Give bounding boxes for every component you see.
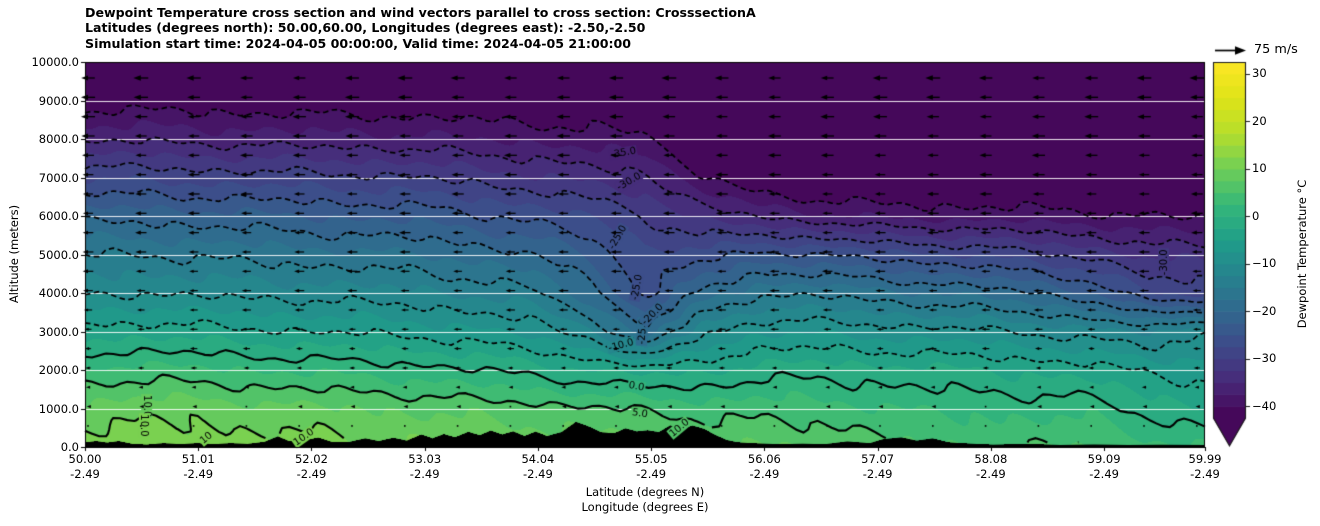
chart-title-line2: Latitudes (degrees north): 50.00,60.00, … xyxy=(85,20,646,36)
x-tick-longitude: -2.49 xyxy=(1089,467,1119,481)
colorbar-tick-label: −30 xyxy=(1252,351,1277,366)
y-tick-label: 10000.0 xyxy=(31,55,79,69)
x-tick-latitude: 57.07 xyxy=(861,452,895,466)
chart-title: Dewpoint Temperature cross section and w… xyxy=(85,5,756,51)
x-tick-label: 53.03 -2.49 xyxy=(377,452,473,482)
colorbar-tick-label: 20 xyxy=(1252,113,1267,128)
y-tick-label: 7000.0 xyxy=(38,170,79,185)
chart-title-line1: Dewpoint Temperature cross section and w… xyxy=(85,5,756,20)
x-tick-label: 50.00 -2.49 xyxy=(37,452,133,482)
x-axis-label-latitude: Latitude (degrees N) xyxy=(585,485,705,499)
y-tick-label: 0.0 xyxy=(60,440,79,454)
x-tick-latitude: 51.01 xyxy=(181,452,215,466)
x-tick-latitude: 59.09 xyxy=(1087,452,1121,466)
x-tick-longitude: -2.49 xyxy=(1190,467,1220,481)
x-tick-longitude: -2.49 xyxy=(296,467,327,481)
y-tick-label: 1000.0 xyxy=(38,401,79,416)
colorbar-tick-label: −20 xyxy=(1252,303,1277,318)
x-tick-label: 59.09 -2.49 xyxy=(1056,452,1152,482)
x-tick-longitude: -2.49 xyxy=(975,467,1006,481)
wind-reference-label: 75 m/s xyxy=(1254,42,1298,57)
colorbar-tick-label: −40 xyxy=(1252,398,1277,413)
y-tick-label: 6000.0 xyxy=(38,209,79,223)
y-tick-label: 3000.0 xyxy=(38,324,79,339)
x-axis-label-longitude: Longitude (degrees E) xyxy=(581,500,709,514)
x-tick-latitude: 54.04 xyxy=(521,452,555,466)
x-tick-longitude: -2.49 xyxy=(749,467,780,481)
x-tick-latitude: 55.05 xyxy=(634,452,668,466)
x-tick-latitude: 56.06 xyxy=(747,452,781,466)
x-tick-label: 59.99 -2.49 xyxy=(1157,452,1253,482)
x-tick-longitude: -2.49 xyxy=(636,467,667,481)
colorbar-tick-label: 10 xyxy=(1252,161,1267,176)
x-tick-latitude: 53.03 xyxy=(408,452,442,466)
x-tick-longitude: -2.49 xyxy=(862,467,893,481)
colorbar-tick-label: −10 xyxy=(1252,256,1277,271)
colorbar-tick-label: 30 xyxy=(1252,66,1267,81)
x-tick-latitude: 50.00 xyxy=(68,452,102,466)
x-tick-latitude: 59.99 xyxy=(1188,452,1222,466)
x-tick-longitude: -2.49 xyxy=(409,467,440,481)
y-tick-label: 5000.0 xyxy=(38,247,79,262)
x-tick-label: 54.04 -2.49 xyxy=(490,452,586,482)
x-tick-label: 52.02 -2.49 xyxy=(263,452,359,482)
x-tick-longitude: -2.49 xyxy=(183,467,214,481)
y-tick-label: 4000.0 xyxy=(38,286,79,300)
x-tick-label: 57.07 -2.49 xyxy=(830,452,926,482)
x-tick-label: 58.08 -2.49 xyxy=(943,452,1039,482)
x-tick-longitude: -2.49 xyxy=(523,467,553,481)
colorbar-tick-label: 0 xyxy=(1252,208,1260,223)
y-tick-label: 2000.0 xyxy=(38,363,79,377)
x-tick-latitude: 52.02 xyxy=(294,452,328,466)
x-tick-latitude: 58.08 xyxy=(974,452,1008,466)
colorbar-label: Dewpoint Temperature °C xyxy=(1295,179,1309,329)
x-tick-longitude: -2.49 xyxy=(70,467,100,481)
y-tick-label: 8000.0 xyxy=(38,132,79,146)
chart-title-line3: Simulation start time: 2024-04-05 00:00:… xyxy=(85,35,632,51)
y-tick-label: 9000.0 xyxy=(38,93,79,108)
x-tick-label: 56.06 -2.49 xyxy=(716,452,812,482)
x-tick-label: 55.05 -2.49 xyxy=(603,452,699,482)
x-tick-label: 51.01 -2.49 xyxy=(150,452,246,482)
